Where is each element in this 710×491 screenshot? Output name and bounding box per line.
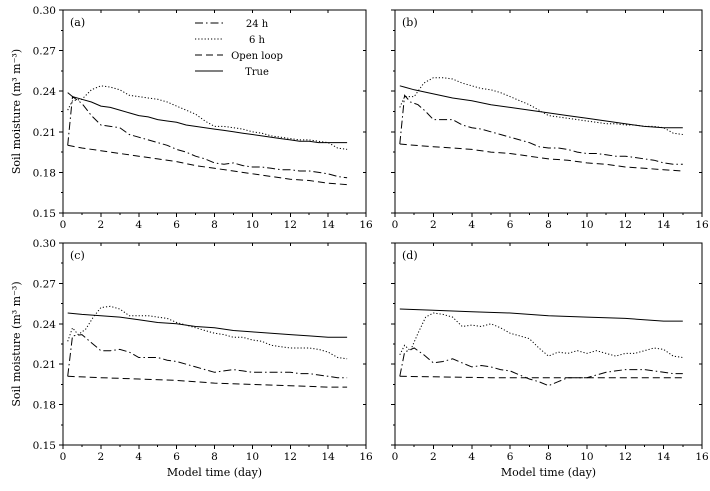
y-tick-label: 0.18: [33, 167, 56, 179]
chart-panel-4: 0 2 4 6 8 10 12 14 16 (d) Model time (day): [391, 242, 709, 479]
x-tick-label: 0: [60, 219, 67, 231]
legend-label: 6 h: [249, 35, 266, 46]
panel-label: (d): [402, 249, 418, 262]
series-line-24-h: [67, 334, 348, 379]
y-tick-label: 0.30: [33, 238, 56, 250]
x-axis-title: Model time (day): [501, 466, 596, 479]
legend-label: True: [245, 67, 269, 78]
x-tick-label: 0: [392, 219, 399, 231]
x-tick-label: 6: [173, 219, 180, 231]
x-tick-label: 14: [321, 219, 335, 231]
x-tick-label: 10: [246, 219, 259, 231]
panel-label: (a): [70, 16, 85, 29]
series-line-open-loop: [399, 375, 683, 379]
x-axis-title: Model time (day): [167, 466, 262, 479]
x-tick-label: 8: [545, 451, 552, 463]
x-tick-label: 6: [507, 451, 514, 463]
x-tick-label: 10: [580, 451, 593, 463]
series-line-true: [399, 85, 683, 129]
x-tick-label: 12: [284, 451, 297, 463]
plot-frame: [394, 242, 703, 446]
x-tick-label: 16: [695, 451, 709, 463]
y-tick-label: 0.15: [33, 440, 56, 452]
x-tick-label: 0: [392, 451, 399, 463]
x-tick-label: 16: [359, 451, 373, 463]
plot-frame: [394, 9, 703, 214]
x-tick-label: 14: [657, 451, 671, 463]
chart-panel-3: 0 2 4 6 8 10 12 14 16 0.15 0.18 0.21 0.24 0.27 0.30 (c)…: [10, 238, 373, 479]
series-line-6-h: [399, 77, 683, 135]
x-tick-label: 0: [60, 451, 67, 463]
y-tick-label: 0.24: [33, 86, 57, 98]
y-tick-label: 0.18: [33, 400, 56, 412]
series-line-open-loop: [399, 143, 683, 172]
x-tick-label: 10: [580, 219, 593, 231]
x-tick-label: 2: [98, 451, 105, 463]
series-line-24-h: [399, 94, 683, 165]
y-tick-label: 0.27: [33, 278, 56, 290]
series-line-6-h: [67, 305, 348, 360]
x-tick-label: 12: [619, 219, 632, 231]
plot-frame: [62, 242, 367, 446]
x-tick-label: 8: [545, 219, 552, 231]
x-tick-label: 8: [211, 451, 218, 463]
x-tick-label: 12: [619, 451, 632, 463]
x-tick-label: 14: [657, 219, 671, 231]
x-tick-label: 10: [246, 451, 259, 463]
legend-label: Open loop: [231, 51, 283, 62]
panel-label: (b): [402, 16, 418, 29]
series-line-true: [399, 308, 683, 322]
chart-panel-1: 0 2 4 6 8 10 12 14 16 0.15 0.18 0.21 0.24 0.27 0.30 (a)…: [10, 5, 373, 231]
series-line-true: [67, 92, 348, 144]
x-tick-label: 2: [430, 219, 437, 231]
x-tick-label: 4: [135, 219, 142, 231]
x-tick-label: 4: [135, 451, 142, 463]
legend-label: 24 h: [246, 19, 269, 30]
y-axis-title: Soil moisture (m³ m⁻³): [10, 49, 23, 174]
series-line-open-loop: [67, 375, 348, 388]
x-tick-label: 6: [173, 451, 180, 463]
x-tick-label: 14: [321, 451, 335, 463]
series-line-true: [67, 312, 348, 338]
series-line-6-h: [67, 85, 348, 150]
y-tick-label: 0.15: [33, 208, 56, 220]
y-tick-label: 0.30: [33, 5, 56, 17]
x-tick-label: 8: [211, 219, 218, 231]
x-tick-label: 16: [359, 219, 373, 231]
y-axis-title: Soil moisture (m³ m⁻³): [10, 281, 23, 406]
chart-panel-2: 0 2 4 6 8 10 12 14 16 (b): [391, 9, 709, 231]
x-tick-label: 6: [507, 219, 514, 231]
series-line-24-h: [67, 95, 348, 179]
y-tick-label: 0.21: [33, 359, 56, 371]
panel-label: (c): [70, 249, 85, 262]
y-tick-label: 0.24: [33, 319, 57, 331]
series-line-open-loop: [67, 144, 348, 186]
x-tick-label: 12: [284, 219, 297, 231]
x-tick-label: 2: [430, 451, 437, 463]
x-tick-label: 2: [98, 219, 105, 231]
x-tick-label: 4: [468, 451, 475, 463]
y-tick-label: 0.27: [33, 46, 56, 58]
series-line-6-h: [399, 312, 683, 358]
x-tick-label: 16: [695, 219, 709, 231]
y-tick-label: 0.21: [33, 127, 56, 139]
series-line-24-h: [399, 347, 683, 387]
x-tick-label: 4: [468, 219, 475, 231]
